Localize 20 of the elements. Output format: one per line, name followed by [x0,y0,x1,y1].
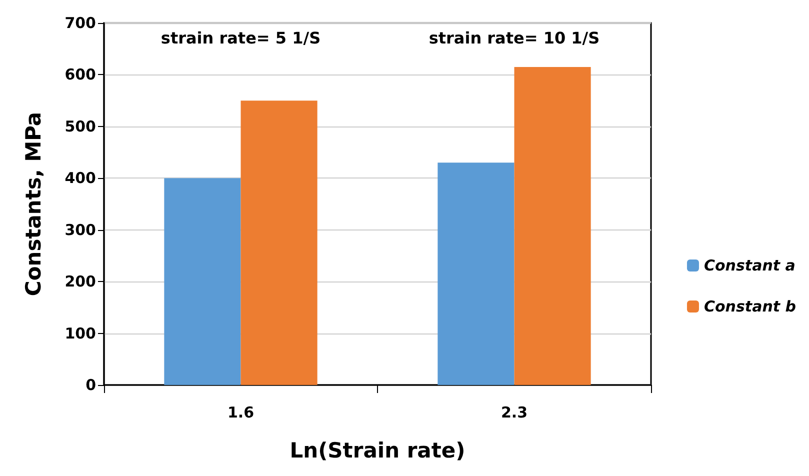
y-tick-label: 400 [64,169,96,188]
annotation: strain rate= 5 1/S [160,28,321,48]
x-tick-label: 1.6 [227,404,254,422]
x-axis-title: Ln(Strain rate) [290,438,466,462]
y-tick-label: 500 [64,117,96,136]
y-tick-label: 300 [64,220,96,239]
y-tick-label: 0 [86,376,96,394]
y-axis-title: Constants, MPa [22,112,46,296]
bar [240,100,318,385]
annotation: strain rate= 10 1/S [428,28,600,48]
bar [164,178,241,385]
legend-label: Constant b [704,298,796,316]
y-tick-label: 100 [64,324,96,342]
bar [514,66,591,385]
bar [438,162,514,385]
legend-label: Constant a [704,256,796,274]
y-tick-label: 200 [64,272,96,291]
y-tick-label: 700 [64,14,96,32]
x-tick-label: 2.3 [500,404,528,422]
y-tick-label: 600 [64,66,96,84]
